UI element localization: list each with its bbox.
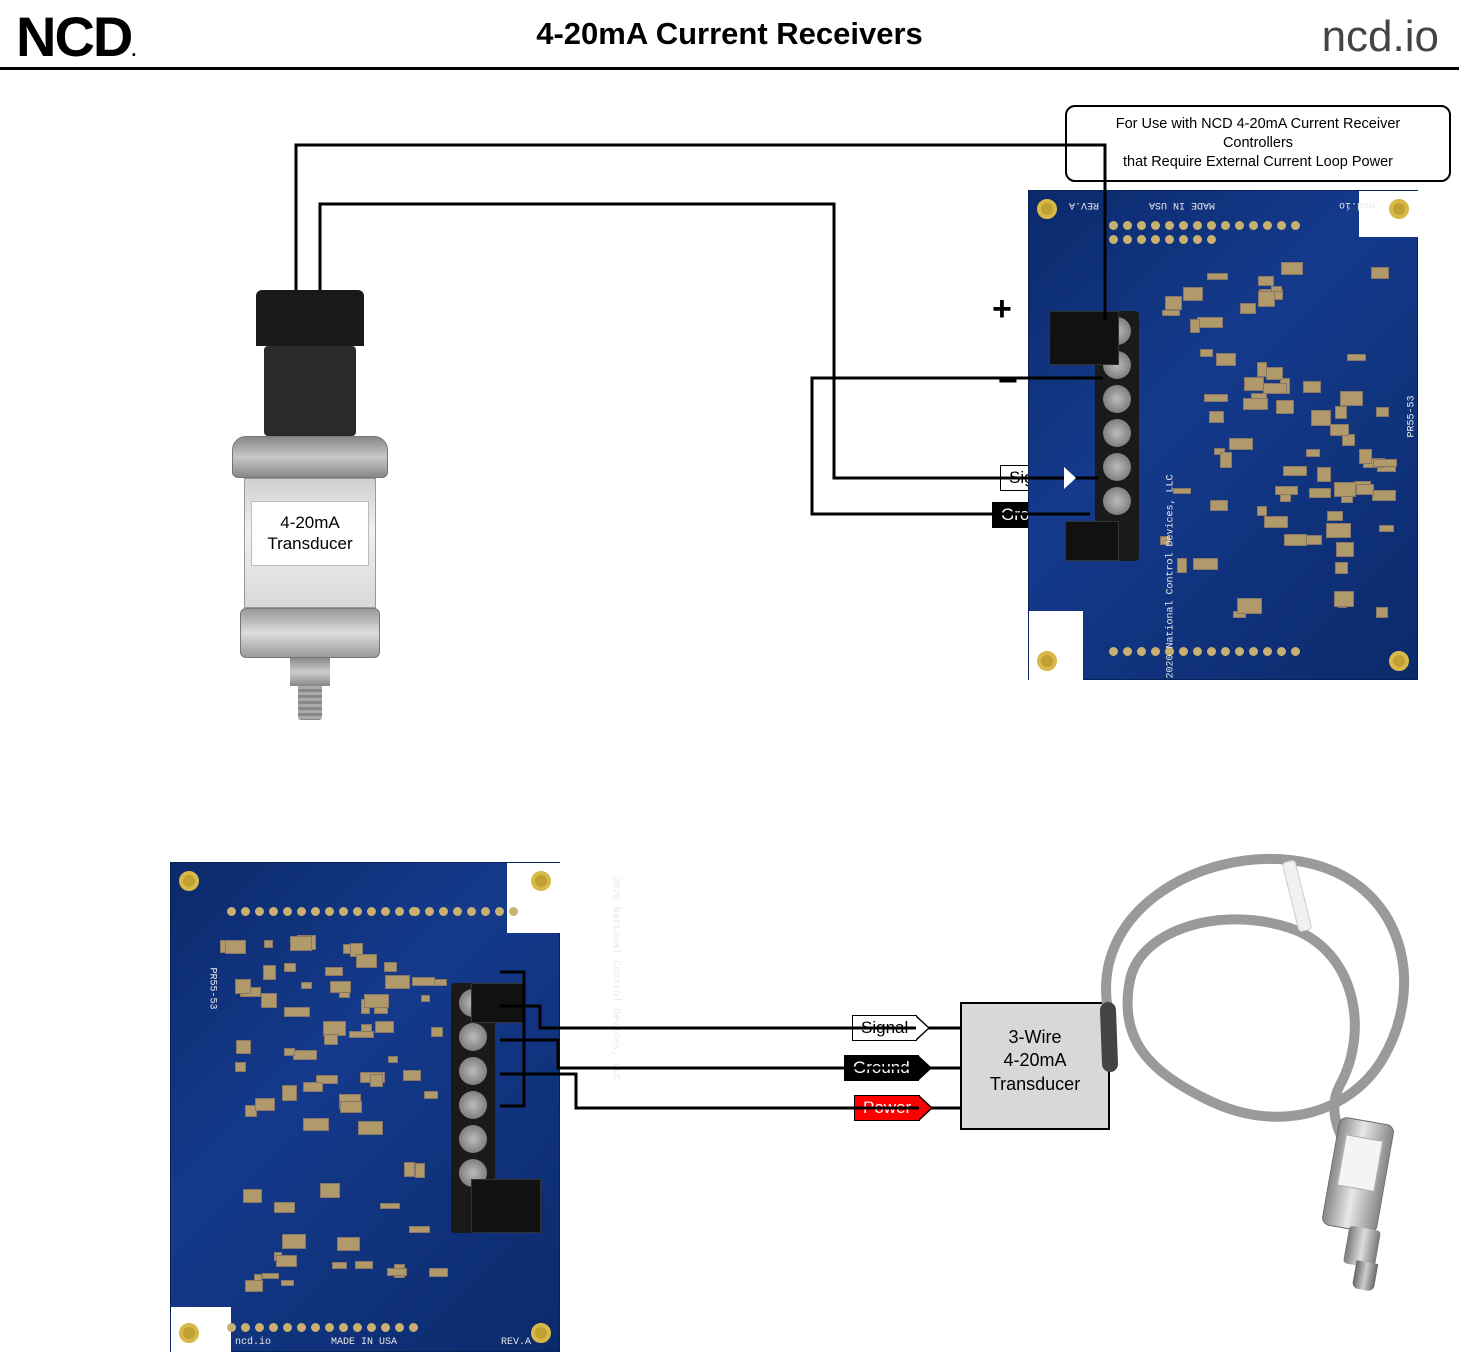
tag-signal-bottom: Signal <box>852 1015 917 1041</box>
tag-power-b-text: Power <box>863 1098 911 1117</box>
page-title: 4-20mA Current Receivers <box>0 16 1459 52</box>
transducer-collar <box>232 436 388 478</box>
pcb-top: MADE IN USAREV.Ancd.ioPR55-532020 Nation… <box>1028 190 1418 680</box>
tag-power-bottom: Power <box>854 1095 920 1121</box>
transducer-label: 4-20mA Transducer <box>251 501 369 566</box>
tw-l1: 3-Wire <box>976 1026 1094 1049</box>
tw-l3: Transducer <box>976 1073 1094 1096</box>
polarity-minus: − <box>998 362 1018 401</box>
polarity-plus: + <box>992 290 1012 329</box>
sensor-thread <box>1352 1260 1379 1291</box>
tag-ground-b-text: Ground <box>853 1058 910 1077</box>
tw-l2: 4-20mA <box>976 1049 1094 1072</box>
sensor-body <box>1321 1116 1395 1234</box>
note-line-1: For Use with NCD 4-20mA Current Receiver… <box>1083 115 1433 153</box>
tag-signal-b-text: Signal <box>861 1018 908 1037</box>
transducer-label-l1: 4-20mA <box>256 512 364 533</box>
transducer-neck <box>264 346 356 436</box>
note-line-2: that Require External Current Loop Power <box>1083 153 1433 172</box>
tag-ground-bottom: Ground <box>844 1055 919 1081</box>
transducer-top: 4-20mA Transducer <box>220 290 400 730</box>
header: NCD. 4-20mA Current Receivers ncd.io <box>0 0 1459 70</box>
transducer-label-l2: Transducer <box>256 533 364 554</box>
note-box: For Use with NCD 4-20mA Current Receiver… <box>1065 105 1451 182</box>
cable-tie <box>1281 859 1312 932</box>
transducer-cap <box>256 290 364 346</box>
sensor-label <box>1337 1134 1383 1192</box>
three-wire-box: 3-Wire 4-20mA Transducer <box>960 1002 1110 1130</box>
transducer-thread <box>298 686 322 720</box>
transducer-body: 4-20mA Transducer <box>244 478 376 608</box>
logo-right: ncd.io <box>1322 12 1439 62</box>
pcb-bottom: MADE IN USAREV.Ancd.ioPR55-532020 Nation… <box>170 862 560 1352</box>
transducer-hex <box>240 608 380 658</box>
transducer-stem <box>290 658 330 686</box>
